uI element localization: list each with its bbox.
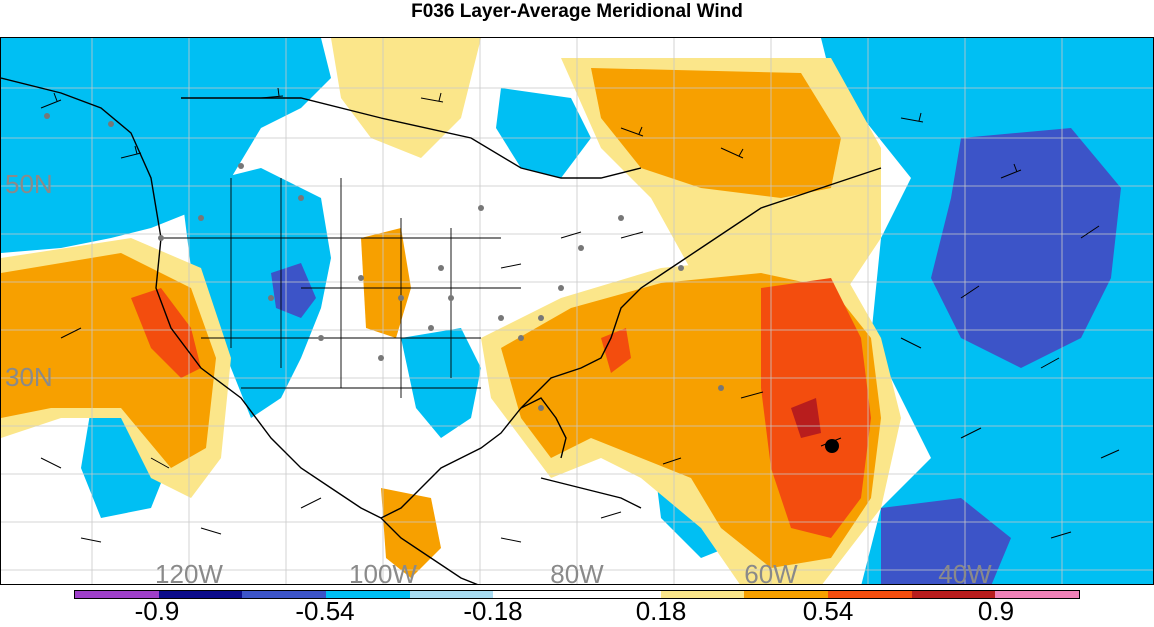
storm-center-marker <box>825 439 839 453</box>
colorbar-segment <box>75 591 159 598</box>
colorbar-segment <box>911 591 996 598</box>
colorbar-segment <box>242 591 327 598</box>
negative-wind-region <box>1 38 331 253</box>
colorbar-segment <box>995 591 1080 598</box>
colorbar-segment <box>577 591 661 598</box>
lon-label-100w: 100W <box>349 559 417 585</box>
coastlines <box>1 77 882 584</box>
lat-label-50n: 50N <box>5 169 53 199</box>
negative-wind-region <box>496 88 591 178</box>
colorbar-tick: -0.9 <box>134 596 180 626</box>
strong-positive-region <box>131 288 201 378</box>
strong-negative-region <box>271 263 316 318</box>
lon-label-120w: 120W <box>155 559 223 585</box>
meridional-wind-map: 50N 30N 120W 100W 80W 60W 40W <box>0 37 1154 585</box>
negative-wind-region <box>401 328 481 438</box>
positive-wind-region <box>591 68 841 198</box>
colorbar <box>74 590 1080 599</box>
colorbar-tick: -0.18 <box>463 596 523 626</box>
colorbar-tick: 0.54 <box>802 596 854 626</box>
very-strong-positive-region <box>791 398 821 438</box>
colorbar-tick: 0.9 <box>977 596 1015 626</box>
colorbar-segment <box>158 591 243 598</box>
wind-barbs <box>40 87 1120 543</box>
map-canvas: 50N 30N 120W 100W 80W 60W 40W <box>1 38 1153 585</box>
colorbar-tick: 0.18 <box>635 596 687 626</box>
colorbar-segment <box>326 591 410 598</box>
lat-label-30n: 30N <box>5 362 53 392</box>
lon-label-60w: 60W <box>744 559 798 585</box>
colorbar-segment <box>828 591 912 598</box>
map-title: F036 Layer-Average Meridional Wind <box>411 1 743 22</box>
strong-positive-region <box>601 328 631 373</box>
graticule <box>1 38 1153 584</box>
strong-negative-region <box>931 128 1121 368</box>
state-borders <box>161 178 521 398</box>
colorbar-segment <box>660 591 745 598</box>
colorbar-tick: -0.54 <box>295 596 355 626</box>
lon-label-40w: 40W <box>938 559 992 585</box>
colorbar-segment <box>744 591 829 598</box>
colorbar-segment <box>493 591 578 598</box>
lon-label-80w: 80W <box>550 559 604 585</box>
positive-wind-region <box>361 228 411 338</box>
colorbar-segment <box>409 591 494 598</box>
positive-wind-region <box>331 38 481 158</box>
station-dots <box>44 113 724 411</box>
strong-negative-region <box>881 498 1011 584</box>
negative-wind-region <box>181 168 331 418</box>
